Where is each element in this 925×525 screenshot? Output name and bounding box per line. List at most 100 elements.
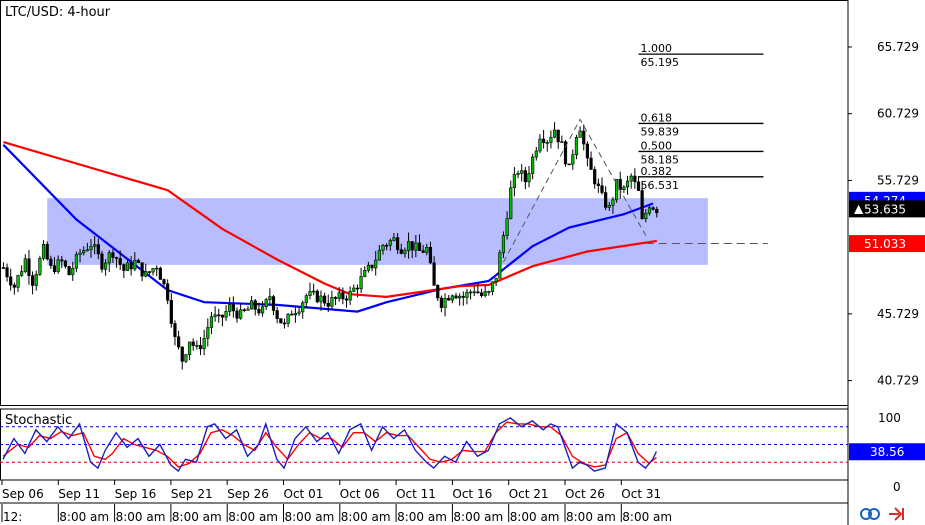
candle-body — [282, 322, 287, 325]
candle-body — [417, 242, 422, 251]
candle-body — [549, 136, 553, 143]
candle-body — [439, 297, 444, 308]
candle-body — [556, 129, 560, 143]
candle-body — [582, 130, 586, 145]
candle-body — [100, 253, 104, 270]
stochastic-value-label: 38.56 — [870, 445, 904, 459]
price-tag-label: 53.635 — [864, 202, 906, 216]
candle-body — [52, 265, 57, 273]
candle-body — [271, 296, 276, 311]
time-tick-bottom-label: 8:00 am — [341, 510, 391, 524]
candle-body — [257, 309, 261, 314]
candle-body — [447, 297, 451, 301]
time-tick-bottom-label: 8:00 am — [566, 510, 616, 524]
candle-body — [122, 264, 126, 271]
time-tick-bottom-label: 8:00 am — [622, 510, 672, 524]
time-tick-label: Sep 16 — [115, 487, 157, 501]
candle-body — [487, 291, 491, 293]
time-tick-label: Sep 11 — [58, 487, 100, 501]
time-tick-label: Oct 31 — [621, 487, 661, 501]
fib-ratio-label: 1.000 — [641, 42, 673, 55]
arrow-icon[interactable] — [889, 507, 904, 521]
stochastic-value-tag — [849, 443, 925, 461]
candle-body — [315, 290, 319, 303]
candle-body — [625, 180, 630, 188]
candle-body — [67, 266, 71, 276]
candle-body — [428, 247, 433, 264]
price-tick-label: 40.729 — [877, 374, 919, 388]
candle-body — [381, 245, 385, 251]
candle-body — [410, 241, 414, 251]
candle-body — [268, 296, 272, 300]
candle-body — [114, 257, 119, 259]
candle-body — [162, 279, 166, 285]
candle-body — [589, 157, 593, 170]
candle-body — [468, 291, 473, 294]
candle-body — [297, 311, 301, 314]
candle-body — [213, 314, 217, 317]
candle-body — [647, 207, 652, 214]
price-tick-label: 55.729 — [877, 173, 919, 187]
candle-body — [206, 327, 210, 339]
candle-body — [425, 247, 429, 253]
candle-body — [563, 141, 568, 165]
stochastic-tick-label: 100 — [878, 411, 901, 425]
candle-body — [166, 283, 170, 301]
candle-body — [239, 309, 243, 319]
candle-body — [151, 268, 155, 273]
candle-body — [180, 346, 184, 362]
chart-title: LTC/USD: 4-hour — [5, 5, 111, 20]
candle-body — [355, 287, 360, 290]
time-tick-bottom-label: 8:00 am — [59, 510, 109, 524]
candle-body — [202, 337, 206, 350]
candle-body — [118, 258, 122, 265]
candle-body — [450, 295, 454, 301]
candle-body — [49, 258, 53, 266]
candle-body — [359, 276, 363, 290]
candle-body — [527, 173, 531, 183]
candle-body — [250, 300, 254, 310]
candle-body — [538, 138, 542, 152]
candle-body — [16, 275, 20, 288]
candle-body — [60, 259, 64, 262]
candle-body — [312, 290, 316, 293]
candle-body — [377, 249, 381, 261]
candle-body — [414, 242, 418, 251]
link-icon[interactable] — [860, 508, 880, 520]
candle-body — [20, 271, 24, 276]
fib-price-label: 58.185 — [641, 153, 680, 166]
candle-body — [191, 341, 195, 346]
candle-body — [636, 181, 641, 191]
candle-body — [5, 267, 9, 278]
candle-body — [140, 262, 144, 277]
candle-body — [9, 276, 13, 286]
candle-body — [370, 264, 374, 269]
candle-body — [458, 295, 462, 299]
candle-body — [516, 173, 520, 175]
fib-ratio-label: 0.500 — [641, 139, 673, 152]
candle-body — [574, 137, 579, 156]
candle-body — [41, 244, 46, 259]
candle-body — [644, 212, 648, 220]
candle-body — [85, 249, 89, 252]
candle-body — [578, 130, 582, 138]
candle-body — [622, 186, 626, 191]
candle-body — [63, 260, 68, 267]
candle-body — [184, 354, 188, 362]
candle-body — [509, 187, 513, 219]
candle-body — [133, 259, 137, 270]
candle-body — [498, 252, 502, 279]
candle-body — [363, 269, 367, 277]
candle-body — [432, 262, 436, 286]
candle-body — [242, 309, 246, 312]
candle-body — [147, 271, 152, 273]
time-tick-label: Oct 21 — [509, 487, 549, 501]
time-tick-label: Sep 21 — [171, 487, 213, 501]
candle-body — [443, 297, 447, 308]
candle-body — [545, 142, 549, 144]
candle-body — [505, 218, 509, 236]
candle-body — [38, 258, 42, 275]
time-tick-bottom-label: 8:00 am — [453, 510, 503, 524]
